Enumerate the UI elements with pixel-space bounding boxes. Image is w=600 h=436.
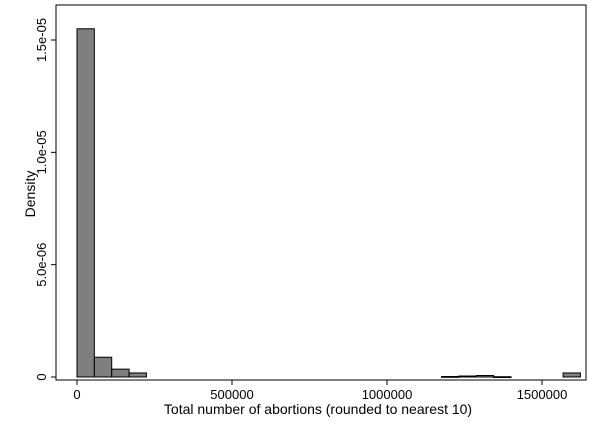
- x-axis: 0 500000 1000000 1500000: [73, 380, 567, 402]
- x-tick-label: 0: [73, 387, 80, 402]
- x-tick-label: 500000: [210, 387, 253, 402]
- x-tick-label: 1000000: [362, 387, 413, 402]
- x-tick-label: 1500000: [517, 387, 568, 402]
- histogram-bar: [562, 372, 581, 378]
- histogram-bar: [93, 356, 113, 378]
- y-tick-label: 1.5e-05: [34, 18, 49, 62]
- y-tick-label: 5.0e-06: [34, 243, 49, 287]
- y-tick-label: 0: [34, 373, 49, 380]
- histogram-bar: [475, 375, 495, 378]
- histogram-bar: [493, 376, 512, 379]
- y-axis: 0 5.0e-06 1.0e-05 1.5e-05: [34, 18, 56, 381]
- plot-frame: [55, 4, 587, 381]
- histogram-bar: [128, 372, 147, 378]
- histogram-bar: [76, 28, 95, 378]
- histogram-bar: [441, 376, 460, 378]
- y-tick-label: 1.0e-05: [34, 130, 49, 174]
- y-axis-title: Density: [22, 171, 38, 218]
- histogram-bar: [458, 375, 477, 378]
- histogram-bar: [111, 368, 130, 378]
- x-axis-title: Total number of abortions (rounded to ne…: [164, 401, 472, 417]
- bars-group: [76, 28, 581, 379]
